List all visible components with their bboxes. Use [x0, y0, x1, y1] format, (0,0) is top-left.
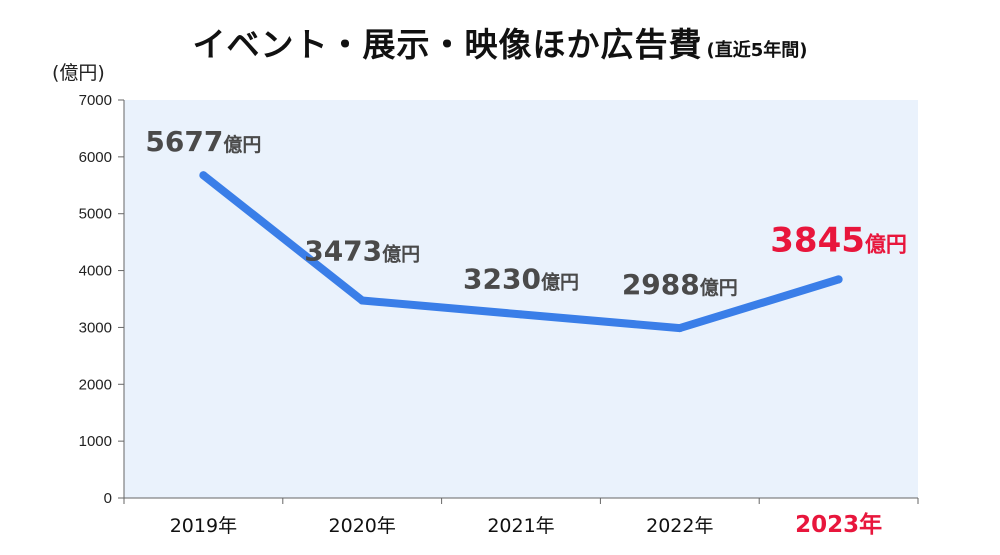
y-tick-label: 1000 — [79, 433, 112, 450]
y-axis-unit-label: (億円) — [52, 62, 105, 84]
y-tick-label: 3000 — [79, 319, 112, 336]
x-tick-label: 2021年 — [487, 515, 554, 537]
data-label: 2988億円 — [622, 268, 738, 301]
y-tick-label: 2000 — [79, 376, 112, 393]
x-tick-label: 2020年 — [329, 515, 396, 537]
data-label: 3230億円 — [463, 262, 579, 295]
x-tick-label: 2019年 — [170, 515, 237, 537]
y-tick-label: 5000 — [79, 206, 112, 223]
data-point — [199, 171, 208, 180]
data-point — [675, 324, 684, 333]
x-tick-label: 2022年 — [646, 515, 713, 537]
y-tick-label: 7000 — [79, 92, 112, 109]
plot-area — [124, 100, 918, 498]
data-point — [517, 310, 525, 319]
y-tick-label: 6000 — [79, 149, 112, 166]
data-label: 3473億円 — [304, 235, 420, 268]
data-point — [834, 275, 843, 284]
data-point — [358, 296, 367, 305]
data-label: 5677億円 — [145, 125, 261, 158]
y-tick-label: 0 — [104, 490, 112, 507]
data-label: 3845億円 — [770, 220, 907, 260]
chart-subtitle: (直近5年間) — [706, 40, 808, 61]
y-tick-label: 4000 — [79, 263, 112, 280]
chart-title-main: イベント・展示・映像ほか広告費 — [192, 25, 703, 64]
x-tick-label: 2023年 — [795, 511, 882, 538]
chart-title: イベント・展示・映像ほか広告費 (直近5年間) — [0, 18, 1000, 66]
